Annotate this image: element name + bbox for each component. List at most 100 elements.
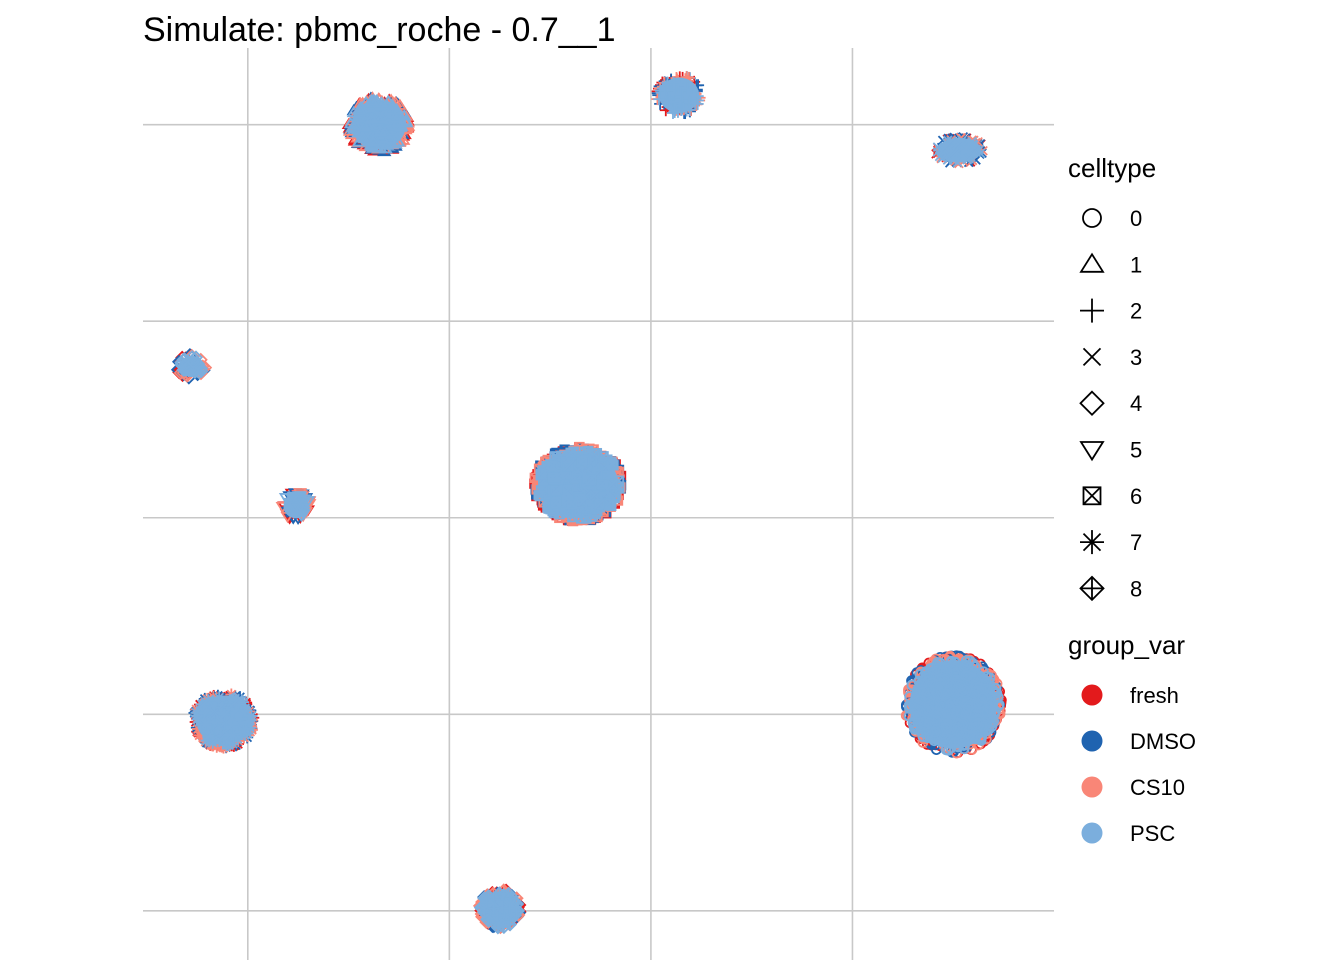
point-PSC-1-101 [387,110,403,123]
legend-color-key-fresh [1081,684,1103,706]
point-PSC-0-220 [904,703,915,714]
cluster-celltype-1 [341,91,416,157]
point-PSC-0-285 [959,659,971,671]
legend-celltype-label-8: 8 [1130,576,1142,601]
point-PSC-1-92 [377,126,393,138]
point-PSC-1-90 [371,111,386,124]
point-PSC-0-236 [960,655,972,667]
point-PSC-6-204 [565,447,576,458]
chart-title: Simulate: pbmc_roche - 0.7__1 [143,11,615,49]
legend-celltype-label-4: 4 [1130,391,1142,416]
point-PSC-6-202 [535,468,547,480]
legend-celltype-label-7: 7 [1130,530,1142,555]
point-PSC-0-247 [929,731,941,743]
cluster-celltype-0 [900,650,1007,759]
cluster-celltype-4 [170,347,213,385]
point-PSC-1-67 [379,138,395,150]
cluster-celltype-2 [651,71,706,120]
point-PSC-1-36 [363,102,378,114]
point-PSC-0-231 [963,697,974,708]
legend-group-var-label-PSC: PSC [1130,821,1175,846]
point-PSC-0-254 [943,744,954,756]
point-PSC-2-53 [675,103,688,116]
point-PSC-2-28 [655,86,668,99]
legend-shape-key-4 [1079,390,1105,416]
point-PSC-0-235 [951,674,963,686]
point-PSC-6-199 [594,498,605,510]
point-PSC-4-19 [174,355,189,370]
legend-shape-key-6 [1082,486,1102,506]
legend-shape-key-7 [1080,530,1104,555]
legend-color-key-CS10 [1081,776,1103,798]
point-PSC-0-211 [959,739,971,750]
legend-group-var-label-CS10: CS10 [1130,775,1185,800]
point-PSC-6-169 [603,498,614,509]
point-PSC-6-168 [561,507,572,518]
point-PSC-0-295 [940,723,952,735]
legend-group-var-label-DMSO: DMSO [1130,729,1196,754]
point-PSC-1-74 [346,105,361,118]
point-PSC-3-7 [967,136,978,147]
point-PSC-0-286 [962,702,974,714]
point-PSC-8-49 [479,895,494,910]
point-PSC-0-210 [922,685,934,697]
point-PSC-0-252 [977,692,989,704]
legend-celltype-title: celltype [1068,153,1156,183]
point-PSC-5-24 [286,491,301,504]
legend-color-key-DMSO [1081,730,1103,752]
point-PSC-0-278 [915,725,926,737]
point-PSC-1-102 [364,111,379,124]
point-PSC-0-268 [960,707,972,719]
point-PSC-2-31 [676,90,689,103]
point-PSC-0-226 [923,703,934,715]
point-PSC-6-205 [607,479,618,490]
point-PSC-0-289 [975,732,987,744]
point-PSC-0-253 [911,703,923,715]
point-PSC-7-84 [206,736,219,749]
point-PSC-8-42 [477,905,492,920]
point-PSC-5-23 [294,510,309,523]
point-PSC-7-90 [225,720,238,733]
point-PSC-6-203 [562,461,574,472]
legend-group-var: group_var fresh DMSO CS10 PSC [1068,630,1196,846]
point-CS10-0-95 [966,743,978,755]
point-PSC-6-200 [572,465,584,476]
legend-group-var-title: group_var [1068,630,1185,660]
point-PSC-6-206 [585,474,597,486]
point-PSC-1-98 [393,120,408,132]
point-PSC-0-237 [978,723,990,734]
cluster-celltype-3 [931,131,988,169]
point-PSC-0-216 [953,693,965,705]
cluster-celltype-5 [275,488,317,525]
point-PSC-1-64 [391,135,406,147]
point-PSC-0-243 [970,719,982,731]
point-PSC-6-197 [547,460,558,471]
point-PSC-1-96 [363,118,378,130]
point-PSC-1-100 [365,134,381,147]
point-PSC-5-19 [287,501,303,513]
point-PSC-0-267 [948,736,960,748]
point-PSC-0-281 [984,720,996,731]
point-PSC-8-48 [486,901,501,916]
legend-shape-key-5 [1079,441,1105,462]
point-PSC-1-95 [373,124,388,137]
point-PSC-0-273 [969,733,981,745]
point-PSC-7-87 [245,709,258,722]
point-PSC-0-270 [931,688,943,699]
point-PSC-0-202 [941,677,953,689]
legend-celltype: celltype 0 1 2 3 4 5 6 7 8 [1068,153,1156,601]
point-PSC-0-134 [910,710,922,722]
point-PSC-0-296 [929,726,941,738]
legend-shape-key-8 [1079,575,1105,602]
point-PSC-8-47 [502,901,517,916]
point-PSC-1-93 [352,102,367,115]
point-PSC-7-95 [191,713,204,726]
point-PSC-0-248 [913,675,925,687]
cluster-celltype-8 [472,883,527,935]
point-PSC-2-45 [663,96,676,109]
point-PSC-0-133 [907,716,919,728]
point-PSC-5-17 [278,493,294,505]
point-PSC-6-198 [562,484,574,495]
point-PSC-5-18 [301,496,316,508]
